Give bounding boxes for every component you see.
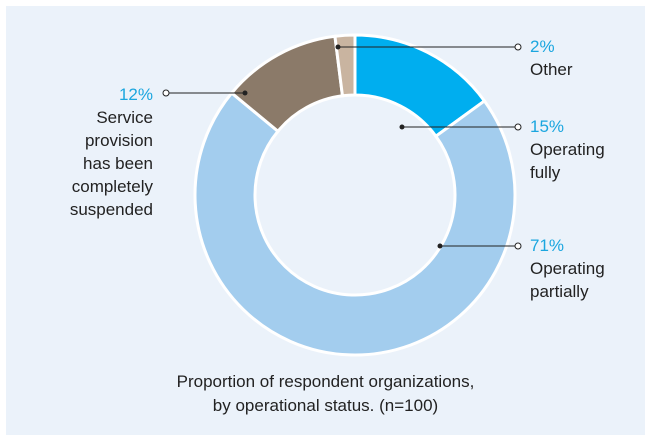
leader-end [162, 89, 170, 97]
leader-end [514, 242, 522, 250]
leader-dot [399, 124, 405, 130]
category-label: Service provision has been completely su… [69, 108, 153, 219]
slice-label: 12% Service provision has been completely… [57, 83, 153, 221]
leader-end [514, 123, 522, 131]
caption-line: Proportion of respondent organizations, [176, 372, 475, 391]
category-label: Operating partially [530, 259, 605, 301]
slice-label: 2% Other [530, 35, 635, 81]
slice-label: 71% Operating partially [530, 234, 635, 303]
category-label: Other [530, 60, 573, 79]
value-label: 71% [530, 236, 565, 255]
value-label: 2% [530, 37, 555, 56]
leader-dot [335, 44, 341, 50]
caption-line: by operational status. (n=100) [212, 396, 439, 415]
leader-dot [242, 90, 248, 96]
category-label: Operating fully [530, 140, 605, 182]
slice-label: 15% Operating fully [530, 115, 635, 184]
leader-end [514, 43, 522, 51]
donut-slice [333, 33, 357, 98]
donut-slice [193, 90, 517, 357]
value-label: 15% [530, 117, 565, 136]
value-label: 12% [118, 85, 153, 104]
leader-dot [437, 243, 443, 249]
